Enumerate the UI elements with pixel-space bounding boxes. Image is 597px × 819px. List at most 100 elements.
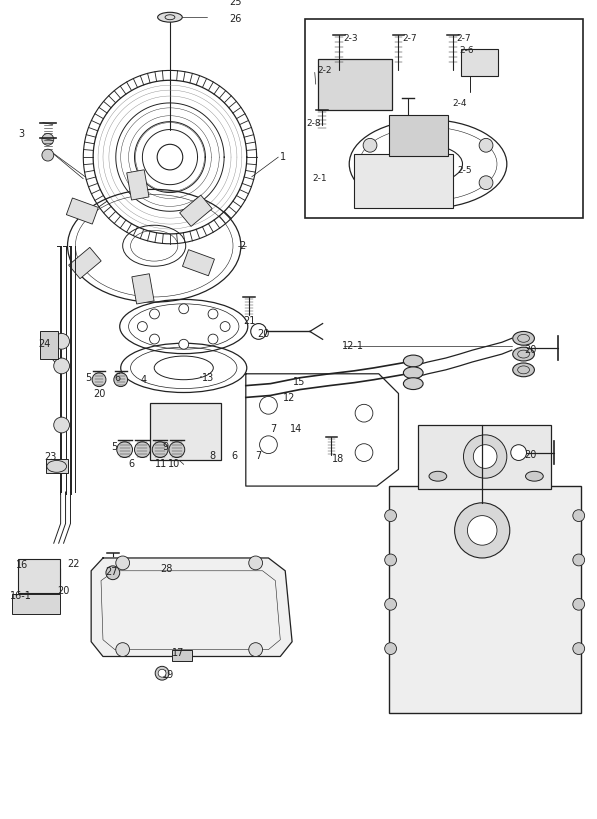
Circle shape (573, 554, 584, 566)
Bar (40, 332, 58, 360)
Text: 5: 5 (111, 441, 117, 451)
Ellipse shape (429, 472, 447, 482)
Circle shape (355, 405, 373, 423)
Circle shape (355, 444, 373, 462)
Text: 25: 25 (229, 0, 242, 7)
Text: 23: 23 (44, 451, 56, 461)
Circle shape (573, 643, 584, 654)
Ellipse shape (404, 368, 423, 379)
Bar (69, 248, 101, 279)
Text: 3: 3 (19, 129, 24, 138)
Circle shape (157, 145, 183, 170)
Bar (19, 559, 60, 594)
Circle shape (363, 177, 377, 190)
Text: 13: 13 (201, 373, 214, 382)
Text: 2-7: 2-7 (457, 34, 471, 43)
Text: 12-1: 12-1 (342, 341, 364, 351)
Bar (389, 115, 448, 157)
Ellipse shape (159, 0, 181, 7)
Bar (150, 404, 221, 461)
Circle shape (106, 566, 120, 580)
Bar (460, 50, 498, 77)
Text: 20: 20 (58, 585, 70, 595)
Circle shape (208, 335, 218, 345)
Text: 2-4: 2-4 (453, 99, 467, 108)
Circle shape (479, 139, 493, 153)
Circle shape (463, 436, 507, 478)
Bar (418, 426, 551, 490)
Text: 16: 16 (16, 559, 29, 569)
Text: 15: 15 (293, 376, 306, 387)
Circle shape (384, 554, 396, 566)
Text: 26: 26 (229, 14, 241, 25)
Circle shape (384, 599, 396, 610)
Text: 2-6: 2-6 (460, 46, 474, 55)
Circle shape (473, 446, 497, 468)
Text: 12: 12 (283, 392, 296, 402)
Circle shape (54, 359, 69, 374)
Circle shape (220, 322, 230, 332)
Text: 2-2: 2-2 (318, 66, 332, 75)
Text: 14: 14 (290, 423, 302, 433)
Text: 20: 20 (93, 388, 106, 398)
Bar (66, 199, 99, 224)
Text: 28: 28 (160, 563, 173, 573)
Circle shape (134, 442, 150, 458)
Circle shape (116, 643, 130, 657)
Ellipse shape (525, 472, 543, 482)
Circle shape (208, 310, 218, 319)
Bar (13, 595, 60, 614)
Text: 27: 27 (105, 566, 118, 576)
Text: 11: 11 (155, 458, 167, 468)
Circle shape (363, 139, 377, 153)
Circle shape (384, 510, 396, 522)
Ellipse shape (404, 378, 423, 390)
Circle shape (479, 177, 493, 190)
Text: 20: 20 (525, 345, 537, 355)
Text: 10: 10 (168, 458, 180, 468)
Circle shape (150, 310, 159, 319)
Bar (127, 170, 149, 201)
Text: 2: 2 (239, 241, 245, 251)
Text: 2-8: 2-8 (306, 119, 321, 128)
Text: 2-7: 2-7 (402, 34, 417, 43)
Ellipse shape (513, 348, 534, 361)
Text: 6: 6 (128, 458, 135, 468)
Text: 4: 4 (140, 374, 146, 384)
Text: 18: 18 (331, 453, 344, 463)
Circle shape (150, 335, 159, 345)
Circle shape (467, 516, 497, 545)
Ellipse shape (404, 355, 423, 368)
Circle shape (54, 334, 69, 350)
Bar (132, 274, 154, 305)
Bar (46, 460, 67, 473)
Circle shape (92, 373, 106, 387)
Polygon shape (91, 559, 292, 657)
Circle shape (249, 643, 263, 657)
Circle shape (117, 442, 133, 458)
Circle shape (169, 442, 184, 458)
Text: 5: 5 (85, 373, 91, 382)
Text: 2-1: 2-1 (313, 174, 327, 183)
Ellipse shape (513, 364, 534, 378)
Text: 20: 20 (258, 329, 270, 339)
Bar (180, 196, 212, 227)
Circle shape (249, 556, 263, 570)
Circle shape (421, 120, 435, 134)
Circle shape (511, 446, 527, 461)
Bar (172, 649, 192, 662)
Bar (389, 486, 581, 713)
Circle shape (573, 599, 584, 610)
Text: 19: 19 (162, 669, 174, 680)
Ellipse shape (513, 332, 534, 346)
Text: 20: 20 (525, 449, 537, 459)
Circle shape (251, 324, 266, 340)
Circle shape (260, 437, 278, 454)
Bar (305, 20, 583, 219)
Text: 2-5: 2-5 (457, 165, 472, 174)
Text: 6: 6 (231, 450, 237, 460)
Text: 24: 24 (38, 339, 50, 349)
Text: 6: 6 (115, 373, 121, 382)
Text: 22: 22 (67, 559, 80, 568)
Text: 16-1: 16-1 (10, 590, 32, 601)
